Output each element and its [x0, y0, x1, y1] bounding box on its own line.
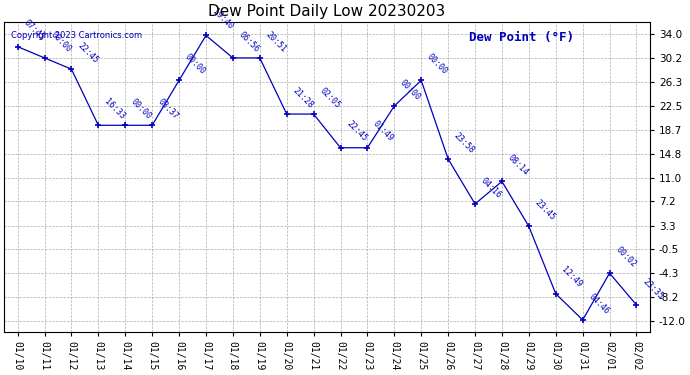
Text: 04:46: 04:46 [586, 292, 611, 316]
Text: 07:45: 07:45 [22, 18, 46, 42]
Text: 00:00: 00:00 [130, 97, 153, 121]
Text: 12:49: 12:49 [560, 266, 584, 290]
Text: 08:14: 08:14 [506, 153, 530, 177]
Text: 22:45: 22:45 [76, 41, 99, 65]
Text: 06:56: 06:56 [237, 30, 261, 54]
Text: 01:49: 01:49 [372, 120, 395, 144]
Text: 23:58: 23:58 [453, 131, 476, 155]
Text: Dew Point (°F): Dew Point (°F) [469, 31, 574, 44]
Text: 02:05: 02:05 [318, 86, 342, 110]
Text: 03:37: 03:37 [157, 97, 180, 121]
Text: 00:00: 00:00 [49, 30, 72, 54]
Text: 22:45: 22:45 [345, 120, 368, 144]
Text: Copyright 2023 Cartronics.com: Copyright 2023 Cartronics.com [10, 31, 141, 40]
Text: 00:00: 00:00 [399, 78, 422, 102]
Text: 20:51: 20:51 [264, 30, 288, 54]
Text: 16:33: 16:33 [103, 97, 126, 121]
Title: Dew Point Daily Low 20230203: Dew Point Daily Low 20230203 [208, 4, 446, 19]
Text: 00:02: 00:02 [613, 245, 638, 269]
Text: 19:40: 19:40 [210, 7, 234, 31]
Text: 00:00: 00:00 [426, 52, 449, 76]
Text: 23:35: 23:35 [640, 277, 664, 301]
Text: 23:45: 23:45 [533, 198, 557, 222]
Text: 00:00: 00:00 [184, 52, 207, 76]
Text: 04:16: 04:16 [479, 176, 503, 200]
Text: 21:28: 21:28 [291, 86, 315, 110]
